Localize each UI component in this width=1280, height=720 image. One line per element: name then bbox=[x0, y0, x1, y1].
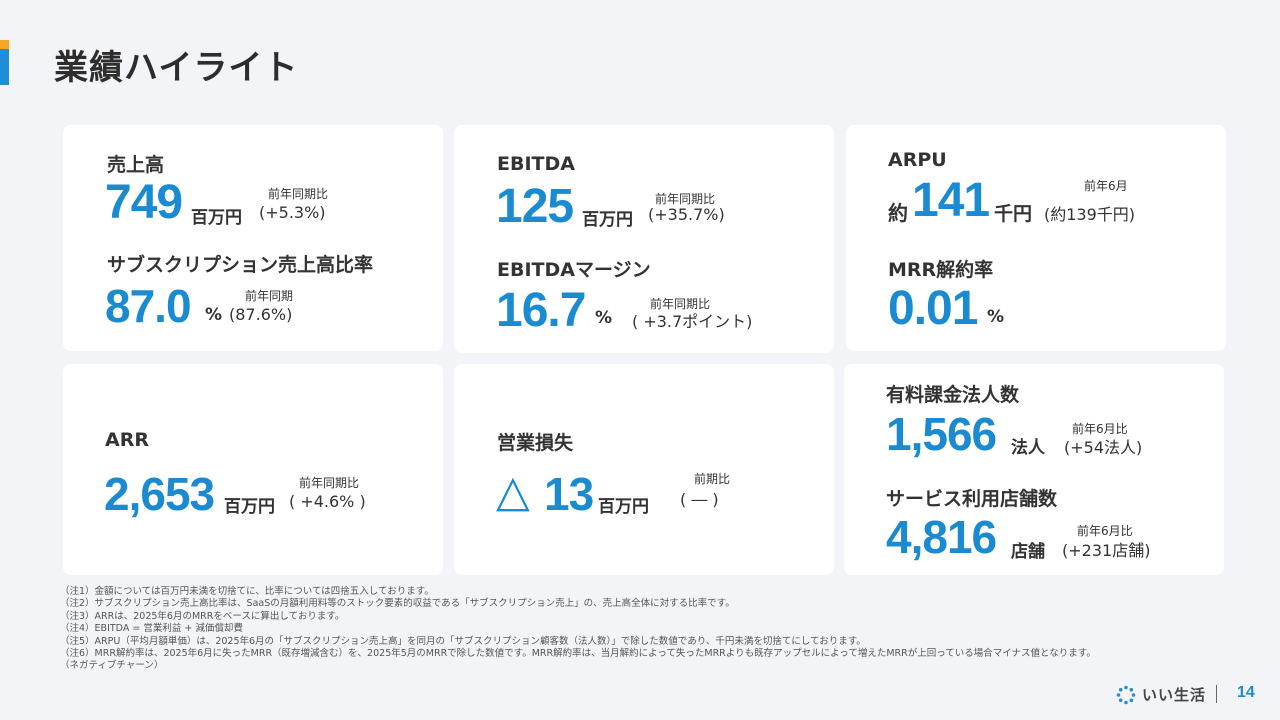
operating-loss-compare-value: ( ― ) bbox=[680, 490, 719, 509]
ebitda-margin-compare-value: ( +3.7ポイント) bbox=[632, 312, 753, 331]
paying-customers-compare-label: 前年6月比 bbox=[1072, 422, 1128, 436]
card-customers: 有料課金法人数 1,566 法人 前年6月比 (+54法人) サービス利用店舗数… bbox=[844, 364, 1224, 575]
store-count-label: サービス利用店舗数 bbox=[886, 488, 1058, 510]
paying-customers-value: 1,566 bbox=[886, 408, 997, 460]
arpu-compare-label: 前年6月 bbox=[1084, 179, 1128, 193]
footnote-5: （注5）ARPU（平均月額単価）は、2025年6月の「サブスクリプション売上高」… bbox=[60, 635, 866, 647]
paying-customers-label: 有料課金法人数 bbox=[886, 384, 1020, 406]
arpu-value: 141 bbox=[912, 174, 990, 227]
mrr-churn-label: MRR解約率 bbox=[888, 259, 994, 281]
subscription-ratio-compare-value: (87.6%) bbox=[229, 305, 293, 324]
card-ebitda: EBITDA 125 百万円 前年同期比 (+35.7%) EBITDAマージン… bbox=[454, 125, 834, 353]
mrr-churn-value: 0.01 bbox=[888, 282, 978, 335]
operating-loss-label: 営業損失 bbox=[497, 432, 574, 454]
subscription-ratio-unit: % bbox=[205, 305, 223, 325]
arpu-label: ARPU bbox=[888, 149, 947, 171]
revenue-value: 749 bbox=[105, 176, 183, 229]
card-revenue: 売上高 749 百万円 前年同期比 (+5.3%) サブスクリプション売上高比率… bbox=[63, 125, 443, 351]
ebitda-label: EBITDA bbox=[497, 153, 575, 175]
ebitda-compare-value: (+35.7%) bbox=[648, 205, 725, 224]
arr-unit: 百万円 bbox=[224, 497, 275, 517]
arr-value: 2,653 bbox=[104, 468, 215, 520]
footnote-4: （注4）EBITDA = 営業利益 + 減価償却費 bbox=[60, 623, 243, 635]
store-count-value: 4,816 bbox=[886, 511, 997, 563]
operating-loss-unit: 百万円 bbox=[598, 497, 649, 517]
footnote-1: （注1）金額については百万円未満を切捨てに、比率については四捨五入しております。 bbox=[60, 586, 434, 597]
ebitda-margin-compare-label: 前年同期比 bbox=[650, 297, 711, 311]
arpu-prefix: 約 bbox=[888, 201, 908, 225]
brand-name: いい生活 bbox=[1142, 686, 1207, 704]
ebitda-margin-unit: % bbox=[595, 308, 613, 328]
card-arr: ARR 2,653 百万円 前年同期比 ( +4.6% ) bbox=[63, 364, 443, 575]
arr-compare-value: ( +4.6% ) bbox=[289, 492, 366, 511]
dotted-ring-logo-icon bbox=[1116, 685, 1136, 704]
arpu-compare-value: (約139千円) bbox=[1044, 205, 1136, 224]
revenue-label: 売上高 bbox=[107, 154, 165, 176]
ebitda-margin-label: EBITDAマージン bbox=[497, 259, 651, 281]
footer-logo: いい生活 bbox=[1116, 684, 1206, 705]
revenue-unit: 百万円 bbox=[191, 208, 242, 228]
footnote-3: （注3）ARRは、2025年6月のMRRをベースに算出しております。 bbox=[60, 610, 345, 622]
revenue-compare-label: 前年同期比 bbox=[268, 187, 329, 201]
paying-customers-unit: 法人 bbox=[1011, 438, 1045, 458]
page-number: 14 bbox=[1237, 684, 1255, 701]
subscription-ratio-label: サブスクリプション売上高比率 bbox=[107, 254, 374, 276]
ebitda-value: 125 bbox=[496, 180, 574, 233]
page-title: 業績ハイライト bbox=[54, 48, 299, 88]
subscription-ratio-value: 87.0 bbox=[105, 280, 192, 332]
ebitda-unit: 百万円 bbox=[582, 210, 633, 230]
footnotes: （注1）金額については百万円未満を切捨てに、比率については四捨五入しております。… bbox=[60, 586, 1096, 673]
store-count-unit: 店舗 bbox=[1011, 542, 1045, 562]
arr-label: ARR bbox=[105, 429, 149, 451]
ebitda-compare-label: 前年同期比 bbox=[655, 192, 716, 206]
card-operating-loss: 営業損失 △ 13 百万円 前期比 ( ― ) bbox=[454, 364, 834, 575]
ebitda-margin-value: 16.7 bbox=[496, 284, 586, 337]
title-accent-bar bbox=[0, 40, 9, 85]
store-count-compare-label: 前年6月比 bbox=[1077, 524, 1133, 538]
footnote-6: （注6）MRR解約率は、2025年6月に失ったMRR（既存増減含む）を、2025… bbox=[60, 648, 1096, 660]
arr-compare-label: 前年同期比 bbox=[299, 476, 360, 490]
operating-loss-compare-label: 前期比 bbox=[694, 472, 731, 486]
operating-loss-prefix: △ bbox=[496, 466, 530, 517]
operating-loss-value: 13 bbox=[544, 468, 594, 520]
arpu-unit: 千円 bbox=[994, 203, 1033, 225]
footnote-6-continued: （ネガティブチャーン） bbox=[60, 660, 164, 672]
card-arpu: ARPU 約 141 千円 前年6月 (約139千円) MRR解約率 0.01 … bbox=[846, 125, 1226, 351]
revenue-compare-value: (+5.3%) bbox=[259, 203, 326, 222]
mrr-churn-unit: % bbox=[987, 307, 1005, 327]
paying-customers-compare-value: (+54法人) bbox=[1064, 438, 1143, 457]
store-count-compare-value: (+231店舗) bbox=[1062, 541, 1151, 560]
subscription-ratio-compare-label: 前年同期 bbox=[245, 289, 294, 303]
footnote-2: （注2）サブスクリプション売上高比率は、SaaSの月額利用料等のストック要素的収… bbox=[60, 598, 735, 610]
footer-separator bbox=[1216, 685, 1217, 703]
